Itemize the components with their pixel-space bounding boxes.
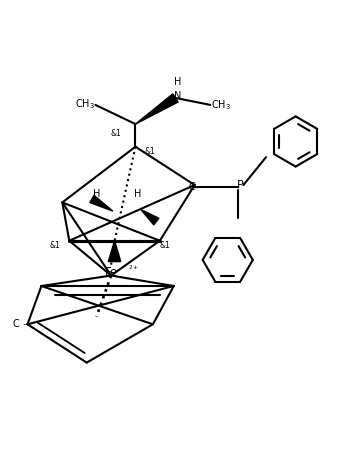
Polygon shape: [135, 94, 178, 124]
Text: C: C: [189, 182, 196, 192]
Polygon shape: [90, 195, 113, 211]
Text: N: N: [173, 91, 181, 101]
Polygon shape: [141, 210, 159, 225]
Text: &1: &1: [50, 241, 61, 250]
Text: &1: &1: [111, 129, 121, 138]
Text: &1: &1: [144, 146, 155, 156]
Polygon shape: [108, 241, 121, 261]
Text: CH$_3$: CH$_3$: [75, 97, 95, 111]
Text: CH$_3$: CH$_3$: [211, 98, 231, 112]
Text: Fe: Fe: [105, 266, 118, 279]
Text: $^{2+}$: $^{2+}$: [128, 264, 140, 273]
Text: &1: &1: [160, 241, 171, 250]
Text: $^-$: $^-$: [198, 183, 205, 192]
Text: H: H: [93, 189, 101, 199]
Text: $^-$: $^-$: [21, 320, 28, 330]
Text: C: C: [12, 319, 19, 329]
Text: P: P: [237, 180, 244, 190]
Text: H: H: [133, 189, 141, 199]
Text: H: H: [173, 77, 181, 87]
